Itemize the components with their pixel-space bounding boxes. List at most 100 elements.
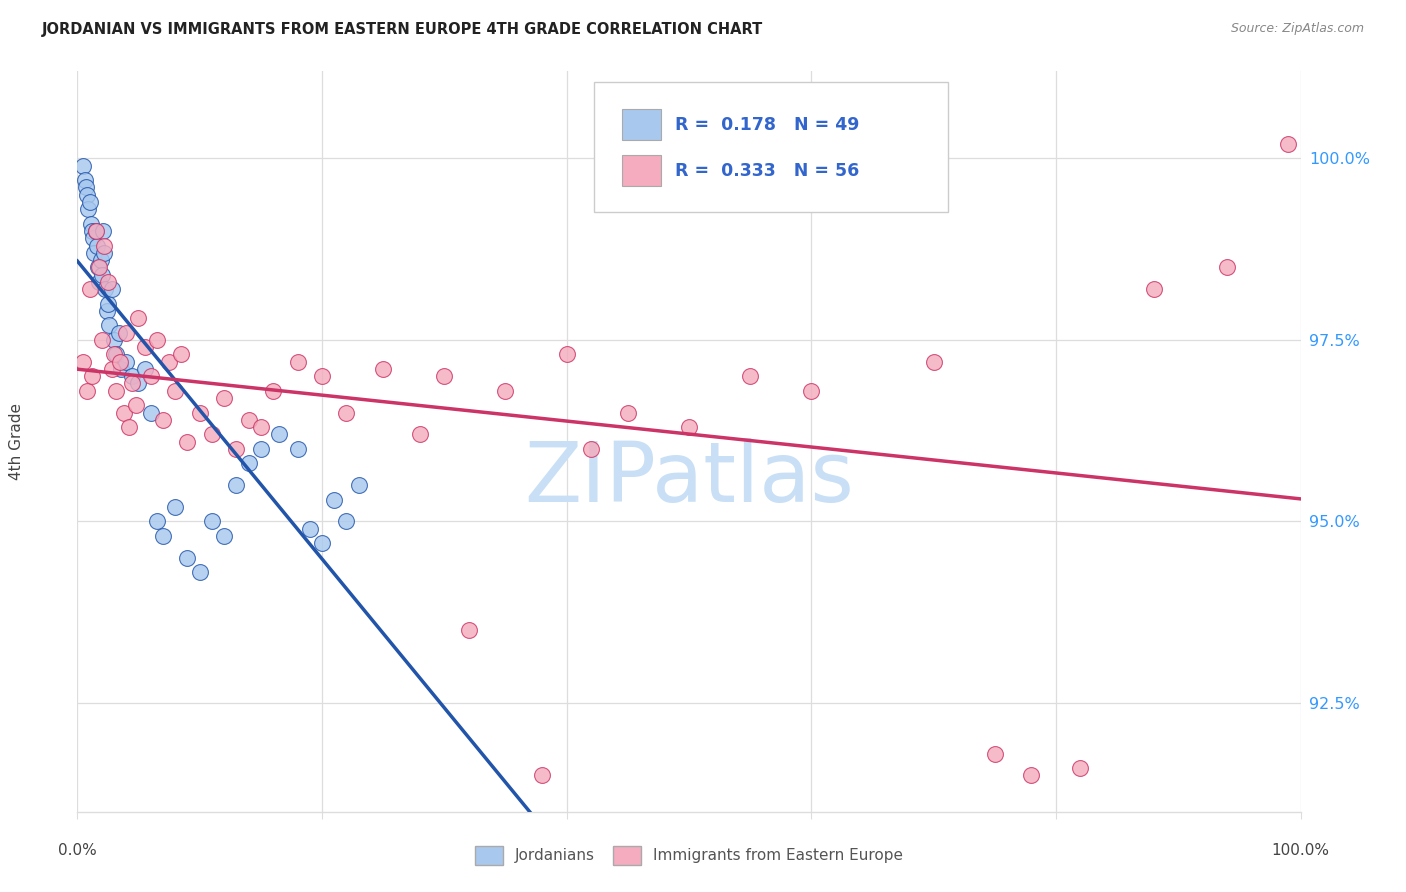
Point xyxy=(922,354,945,368)
Point xyxy=(72,159,94,173)
Point xyxy=(152,413,174,427)
Point xyxy=(201,427,224,442)
FancyBboxPatch shape xyxy=(621,109,661,140)
Point xyxy=(139,405,162,419)
Point xyxy=(97,296,120,310)
Point xyxy=(146,333,169,347)
Point xyxy=(1216,260,1239,275)
Point xyxy=(76,187,98,202)
Point xyxy=(146,515,169,529)
Point xyxy=(531,768,554,782)
Point xyxy=(79,194,101,209)
Text: R =  0.178   N = 49: R = 0.178 N = 49 xyxy=(675,116,860,134)
Point xyxy=(82,231,104,245)
Point xyxy=(457,624,479,638)
Point xyxy=(212,391,235,405)
Point xyxy=(80,369,103,384)
Point xyxy=(127,376,149,391)
Point xyxy=(93,238,115,252)
Point xyxy=(225,478,247,492)
Point xyxy=(433,369,456,384)
Point xyxy=(103,333,125,347)
Point xyxy=(90,333,112,347)
Point xyxy=(72,354,94,368)
Point xyxy=(90,253,112,268)
Point xyxy=(617,405,640,419)
Point xyxy=(409,427,432,442)
Point xyxy=(84,224,107,238)
Point xyxy=(83,245,105,260)
Text: 0.0%: 0.0% xyxy=(58,843,97,858)
Point xyxy=(555,347,578,361)
FancyBboxPatch shape xyxy=(593,82,948,212)
Point xyxy=(121,369,143,384)
Text: 100.0%: 100.0% xyxy=(1271,843,1330,858)
Point xyxy=(495,384,517,398)
Text: R =  0.333   N = 56: R = 0.333 N = 56 xyxy=(675,161,859,179)
Point xyxy=(250,420,273,434)
Point xyxy=(77,202,100,217)
Point xyxy=(225,442,247,456)
Point xyxy=(84,224,107,238)
Point xyxy=(134,340,156,354)
Point xyxy=(170,347,193,361)
Point xyxy=(740,369,762,384)
Point xyxy=(335,405,357,419)
Point xyxy=(984,747,1007,761)
Point xyxy=(139,369,162,384)
Point xyxy=(115,326,138,340)
Point xyxy=(125,398,148,412)
Point xyxy=(89,260,111,275)
Point xyxy=(97,275,120,289)
Point xyxy=(103,347,125,361)
Point xyxy=(678,420,700,434)
Text: 4th Grade: 4th Grade xyxy=(10,403,24,480)
Point xyxy=(287,442,309,456)
Point xyxy=(96,304,118,318)
Point xyxy=(100,362,122,376)
Point xyxy=(323,492,346,507)
Point xyxy=(212,529,235,543)
Point xyxy=(287,354,309,368)
Point xyxy=(800,384,823,398)
Point xyxy=(89,275,111,289)
Point xyxy=(1143,282,1166,296)
Point xyxy=(91,224,114,238)
Point xyxy=(335,515,357,529)
Point xyxy=(98,318,121,333)
Point xyxy=(79,282,101,296)
FancyBboxPatch shape xyxy=(621,155,661,186)
Point xyxy=(165,384,187,398)
Point xyxy=(90,268,112,282)
Point xyxy=(176,550,198,565)
Point xyxy=(1021,768,1043,782)
Point xyxy=(94,282,117,296)
Point xyxy=(112,405,135,419)
Text: JORDANIAN VS IMMIGRANTS FROM EASTERN EUROPE 4TH GRADE CORRELATION CHART: JORDANIAN VS IMMIGRANTS FROM EASTERN EUR… xyxy=(42,22,763,37)
Text: Source: ZipAtlas.com: Source: ZipAtlas.com xyxy=(1230,22,1364,36)
Point xyxy=(110,362,132,376)
Point xyxy=(100,282,122,296)
Point xyxy=(108,326,131,340)
Legend: Jordanians, Immigrants from Eastern Europe: Jordanians, Immigrants from Eastern Euro… xyxy=(470,840,908,871)
Point xyxy=(87,260,110,275)
Point xyxy=(80,217,103,231)
Point xyxy=(579,442,602,456)
Point xyxy=(86,238,108,252)
Point xyxy=(1069,761,1091,775)
Point xyxy=(201,515,224,529)
Point xyxy=(262,384,284,398)
Point xyxy=(152,529,174,543)
Point xyxy=(105,347,128,361)
Point xyxy=(311,369,333,384)
Point xyxy=(238,413,260,427)
Text: ZIPatlas: ZIPatlas xyxy=(524,438,853,519)
Point xyxy=(165,500,187,514)
Point xyxy=(298,522,321,536)
Point xyxy=(76,384,98,398)
Point xyxy=(115,354,138,368)
Point xyxy=(250,442,273,456)
Point xyxy=(157,354,180,368)
Point xyxy=(80,224,103,238)
Point xyxy=(188,405,211,419)
